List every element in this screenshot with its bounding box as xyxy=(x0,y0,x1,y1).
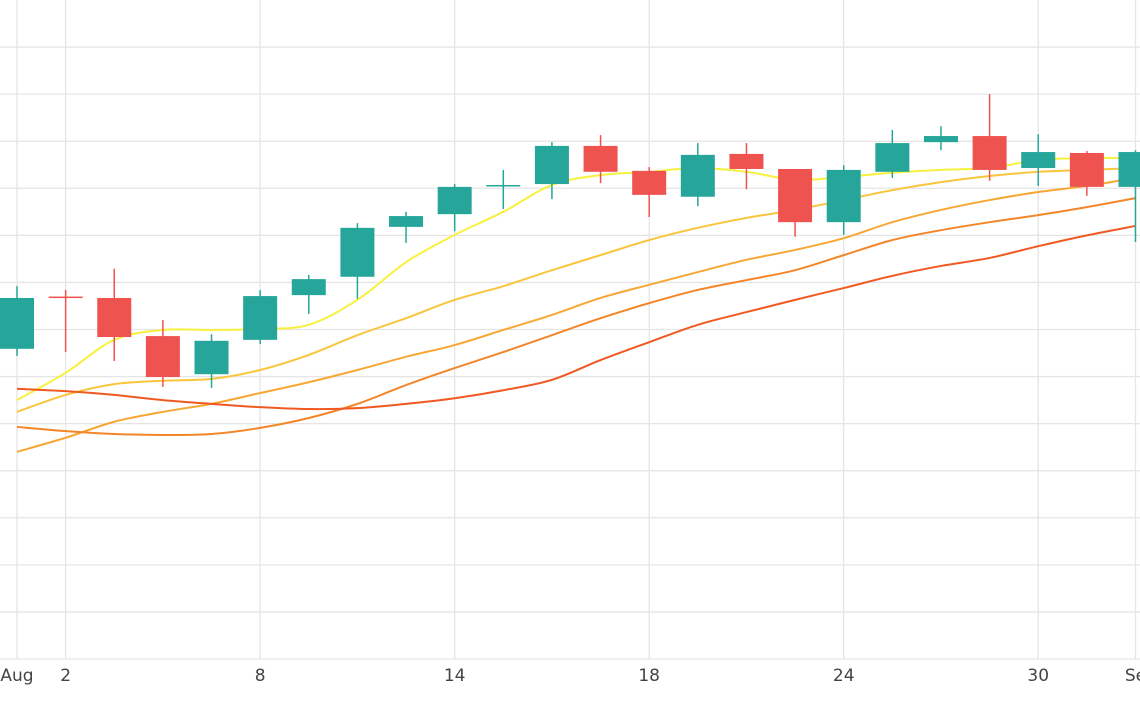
x-axis: Aug 2 8 14 18 24 30 Se xyxy=(0,666,1140,686)
ma-line xyxy=(16,157,1136,401)
candle-body xyxy=(291,279,326,296)
candle-body xyxy=(194,340,229,375)
candle-body xyxy=(632,170,667,195)
candle-body xyxy=(340,227,375,277)
candle-body xyxy=(972,136,1007,170)
candle-body xyxy=(583,145,618,172)
candle-body xyxy=(145,336,180,378)
x-tick-label: 14 xyxy=(444,666,466,686)
x-tick-label: 18 xyxy=(638,666,660,686)
candle-body xyxy=(534,145,569,185)
x-tick-label: 2 xyxy=(60,666,71,686)
candle-body xyxy=(826,169,861,223)
ma-line xyxy=(16,197,1136,436)
ma-line xyxy=(16,224,1136,411)
grid xyxy=(0,0,1140,660)
candle-body xyxy=(437,186,472,215)
candle-body xyxy=(729,153,764,169)
candle-body xyxy=(97,297,132,338)
candle-body xyxy=(0,297,34,349)
candle-body xyxy=(1118,152,1140,187)
candle-body xyxy=(486,184,521,187)
x-tick-label: 24 xyxy=(833,666,855,686)
x-tick-label: Se xyxy=(1125,666,1140,686)
moving-averages xyxy=(16,157,1136,453)
ma-line xyxy=(16,167,1136,413)
candle-body xyxy=(1021,152,1056,169)
x-tick-label: Aug xyxy=(0,666,33,686)
x-tick-label: 8 xyxy=(255,666,266,686)
candle-body xyxy=(48,296,83,299)
candles xyxy=(0,94,1140,388)
ma-line xyxy=(16,176,1136,453)
x-tick-label: 30 xyxy=(1027,666,1049,686)
candle-body xyxy=(875,143,910,172)
candle-body xyxy=(389,216,424,227)
candle-body xyxy=(680,154,715,197)
candle-body xyxy=(778,168,813,223)
candle-body xyxy=(1069,152,1104,187)
candle-body xyxy=(923,136,958,143)
candle-body xyxy=(243,296,278,340)
